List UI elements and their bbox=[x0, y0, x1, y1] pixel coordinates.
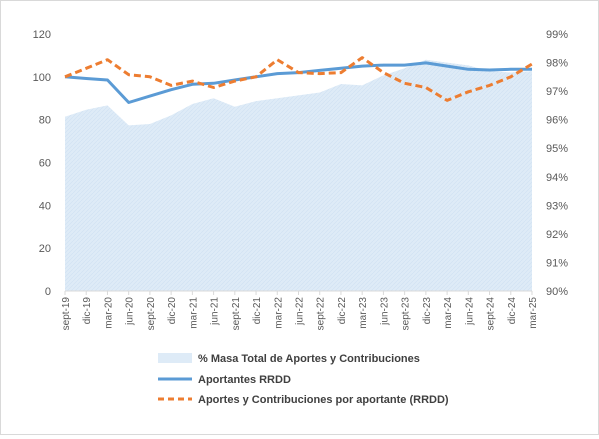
x-axis-tick-label: dic-23 bbox=[422, 297, 433, 325]
x-axis-tick-label: jun-22 bbox=[295, 297, 306, 326]
right-axis-tick-label: 98% bbox=[546, 58, 568, 70]
x-axis-tick-label: jun-23 bbox=[379, 297, 390, 326]
x-axis-tick-label: mar-23 bbox=[358, 297, 369, 329]
right-axis-tick-label: 90% bbox=[546, 286, 568, 298]
x-axis-tick-label: dic-20 bbox=[167, 297, 178, 325]
x-axis-tick-label: jun-21 bbox=[210, 297, 221, 326]
left-axis-tick-label: 100 bbox=[33, 72, 51, 84]
right-axis-tick-label: 93% bbox=[546, 200, 568, 212]
legend-label-aportantes: Aportantes RRDD bbox=[198, 374, 291, 386]
left-axis-tick-label: 0 bbox=[45, 286, 51, 298]
legend: % Masa Total de Aportes y Contribuciones… bbox=[158, 353, 449, 406]
left-axis-tick-label: 40 bbox=[39, 200, 51, 212]
right-axis-tick-label: 92% bbox=[546, 229, 568, 241]
right-axis-tick-label: 96% bbox=[546, 115, 568, 127]
legend-swatch-masa bbox=[158, 353, 192, 363]
x-axis-tick-label: dic-22 bbox=[337, 297, 348, 325]
right-axis-tick-label: 91% bbox=[546, 257, 568, 269]
x-axis-tick-label: mar-20 bbox=[103, 297, 114, 329]
x-axis-tick-label: sept-19 bbox=[61, 297, 72, 331]
x-axis-tick-label: mar-25 bbox=[528, 297, 539, 329]
right-axis-tick-label: 95% bbox=[546, 143, 568, 155]
right-axis-tick-label: 94% bbox=[546, 172, 568, 184]
legend-label-masa: % Masa Total de Aportes y Contribuciones bbox=[198, 353, 420, 365]
x-axis-tick-label: dic-19 bbox=[82, 297, 93, 325]
x-axis-tick-label: mar-21 bbox=[188, 297, 199, 329]
left-axis-tick-label: 120 bbox=[33, 29, 51, 41]
x-axis-tick-label: sept-22 bbox=[316, 297, 327, 331]
x-axis-tick-label: dic-24 bbox=[507, 297, 518, 325]
series-area-masa-total bbox=[65, 59, 532, 292]
left-axis-tick-label: 80 bbox=[39, 115, 51, 127]
legend-label-aportes: Aportes y Contribuciones por aportante (… bbox=[198, 394, 449, 406]
x-axis-tick-label: mar-24 bbox=[443, 297, 454, 329]
x-axis-tick-label: dic-21 bbox=[252, 297, 263, 325]
x-axis-tick-label: jun-20 bbox=[125, 297, 136, 326]
series-line-aportes-por-aportante bbox=[64, 56, 533, 102]
x-axis-tick-label: jun-24 bbox=[464, 297, 475, 326]
x-axis-tick-label: sept-23 bbox=[401, 297, 412, 331]
x-axis-tick-label: mar-22 bbox=[273, 297, 284, 329]
x-axis-tick-label: sept-21 bbox=[231, 297, 242, 331]
right-axis-tick-label: 99% bbox=[546, 29, 568, 41]
left-axis-tick-label: 60 bbox=[39, 158, 51, 170]
x-axis-tick-label: sept-20 bbox=[146, 297, 157, 331]
x-axis-tick-label: sept-24 bbox=[486, 297, 497, 331]
right-axis-tick-label: 97% bbox=[546, 86, 568, 98]
left-axis-tick-label: 20 bbox=[39, 243, 51, 255]
